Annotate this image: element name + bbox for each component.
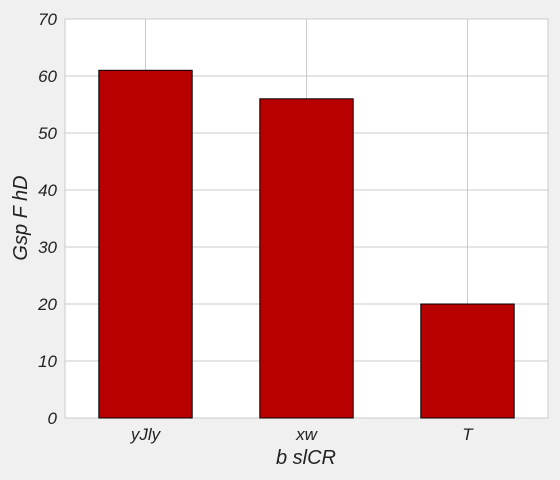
y-axis-title: Gsp F hD <box>10 175 32 260</box>
y-tick-label: 40 <box>38 181 57 200</box>
x-tick-label: xw <box>295 425 319 444</box>
y-tick-label: 70 <box>38 10 57 29</box>
y-tick-labels: 0 10 20 30 40 50 60 70 <box>37 10 57 428</box>
y-tick-label: 0 <box>48 409 58 428</box>
y-tick-label: 50 <box>38 124 57 143</box>
y-tick-label: 20 <box>37 295 57 314</box>
y-tick-label: 10 <box>38 352 57 371</box>
bar-yJly <box>98 69 193 419</box>
x-tick-label: T <box>462 425 474 444</box>
bar-xw <box>259 98 354 419</box>
x-axis-title: b slCR <box>276 447 336 469</box>
x-tick-labels: yJly xw T <box>130 425 474 444</box>
x-tick-label: yJly <box>130 425 162 444</box>
bars <box>98 69 515 419</box>
y-tick-label: 60 <box>38 67 57 86</box>
bar-T <box>420 303 515 419</box>
y-tick-label: 30 <box>38 238 57 257</box>
